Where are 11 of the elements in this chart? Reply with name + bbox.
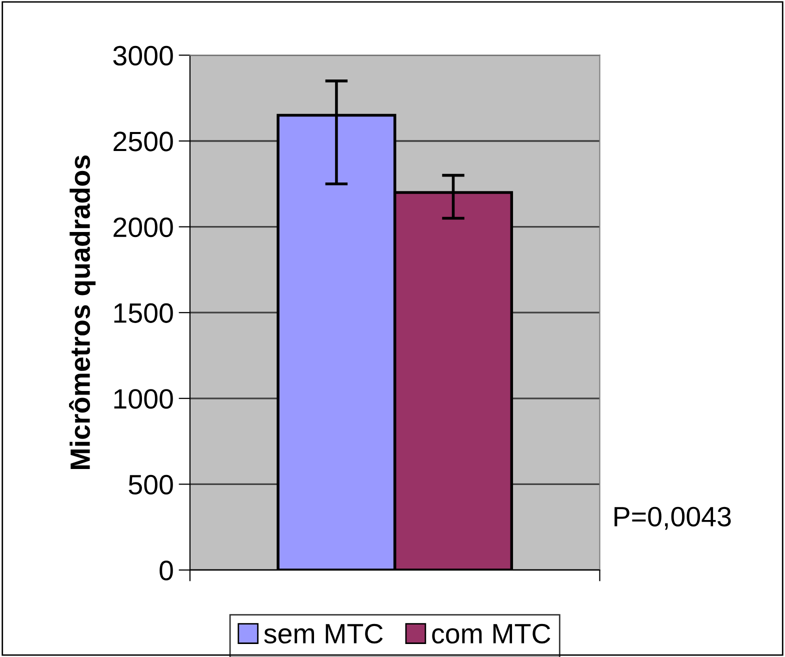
legend-label: com MTC xyxy=(432,624,550,644)
y-tick-label: 2000 xyxy=(114,217,173,238)
y-tick-label: 500 xyxy=(128,474,173,495)
y-tick-label: 1000 xyxy=(114,389,173,409)
y-axis-title: Micrômetros quadrados xyxy=(69,156,96,469)
y-tick-label: 0 xyxy=(160,560,173,580)
legend-label: sem MTC xyxy=(264,624,383,644)
y-tick-label: 3000 xyxy=(113,46,173,66)
y-tick-label: 2500 xyxy=(114,132,173,152)
y-tick-label: 1500 xyxy=(114,303,173,323)
text: P=0,0043 xyxy=(614,506,731,530)
